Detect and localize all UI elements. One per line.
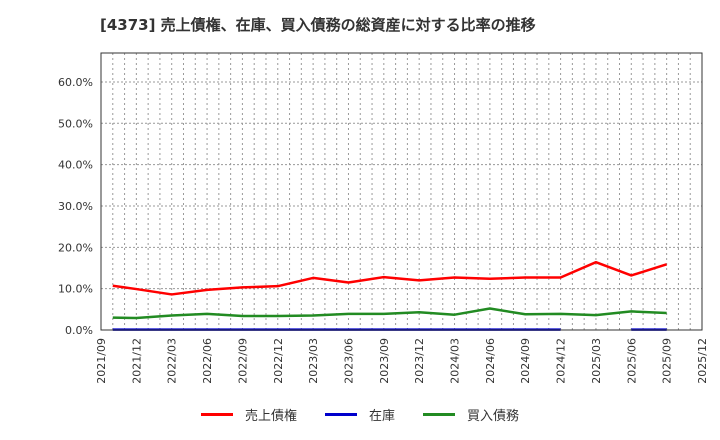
x-tick-label: 2022/12 [272,338,285,384]
y-tick-label: 50.0% [58,117,93,130]
y-tick-label: 60.0% [58,76,93,89]
x-tick-label: 2024/12 [555,338,568,384]
x-tick-label: 2022/09 [236,338,249,384]
y-tick-label: 40.0% [58,159,93,172]
line-chart: 0.0% 10.0% 20.0% 30.0% 40.0% 50.0% 60.0% 2021/… [58,52,709,384]
x-tick-label: 2024/06 [484,338,497,384]
data-series [112,260,668,331]
y-tick-label: 30.0% [58,200,93,213]
x-axis: 2021/09 2021/12 2022/03 2022/06 2022/09 2022/… [95,338,709,384]
legend-item-receivables: 売上債権 [200,405,297,424]
series-line-2 [112,307,667,320]
x-tick-label: 2025/03 [590,338,603,384]
y-axis: 0.0% 10.0% 20.0% 30.0% 40.0% 50.0% 60.0% [58,76,93,337]
x-tick-label: 2022/03 [166,338,179,384]
x-tick-label: 2021/12 [130,338,143,384]
x-tick-label: 2022/06 [201,338,214,384]
x-tick-label: 2025/12 [696,338,709,384]
legend-label: 売上債権 [244,409,297,424]
x-tick-label: 2025/09 [661,338,674,384]
x-tick-label: 2023/12 [413,338,426,384]
plot-frame [100,52,703,331]
legend-swatch-blue [324,413,357,416]
legend-item-payables: 買入債務 [423,405,519,424]
legend-item-inventory: 在庫 [324,405,395,424]
grid-lines [101,53,702,330]
legend-swatch-red [200,413,233,416]
legend-label: 買入債務 [467,409,520,424]
x-tick-label: 2023/09 [378,338,391,384]
y-tick-label: 20.0% [58,241,93,254]
legend: 売上債権 在庫 買入債務 [0,405,720,424]
x-tick-label: 2024/03 [449,338,462,384]
x-tick-label: 2023/03 [307,338,320,384]
legend-swatch-green [423,413,455,416]
y-tick-label: 0.0% [65,324,93,337]
legend-label: 在庫 [368,409,395,424]
x-tick-label: 2023/06 [342,338,355,384]
x-tick-label: 2025/06 [625,338,638,384]
x-tick-label: 2021/09 [95,338,108,384]
x-tick-label: 2024/09 [519,338,532,384]
chart-title: [4373] 売上債権、在庫、買入債務の総資産に対する比率の推移 [100,16,536,34]
y-tick-label: 10.0% [58,283,93,296]
series-line-0 [112,260,668,296]
